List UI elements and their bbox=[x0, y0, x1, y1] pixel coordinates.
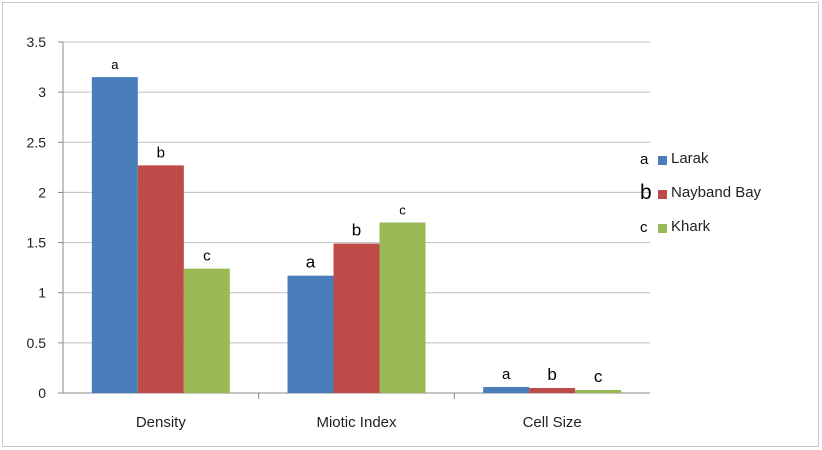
legend-swatch bbox=[658, 224, 667, 233]
data-label: b bbox=[547, 365, 556, 384]
bar-khark bbox=[379, 222, 426, 393]
legend-swatch bbox=[658, 190, 667, 199]
data-label: a bbox=[111, 57, 119, 72]
data-label: b bbox=[352, 221, 361, 240]
legend: a Larak b Nayband Bay c Khark bbox=[640, 149, 820, 251]
bar-khark bbox=[575, 389, 622, 393]
bar-nayband-bay bbox=[333, 243, 380, 393]
y-tick-label: 1.5 bbox=[27, 235, 47, 251]
bar-nayband-bay bbox=[529, 387, 576, 393]
y-tick-label: 0 bbox=[38, 385, 46, 401]
legend-series-name: Larak bbox=[671, 150, 709, 167]
legend-marker-letter: c bbox=[640, 219, 648, 236]
legend-series-name: Nayband Bay bbox=[671, 184, 762, 201]
legend-entry: c Khark bbox=[640, 217, 820, 251]
y-tick-label: 2 bbox=[38, 184, 46, 200]
bar-larak bbox=[91, 77, 138, 393]
legend-marker-letter: a bbox=[640, 151, 649, 168]
bar-nayband-bay bbox=[137, 165, 184, 393]
y-tick-label: 0.5 bbox=[27, 335, 47, 351]
x-category-label: Miotic Index bbox=[316, 414, 397, 431]
y-tick-label: 3.5 bbox=[27, 34, 47, 50]
x-category-label: Density bbox=[136, 414, 187, 431]
legend-series-name: Khark bbox=[671, 218, 711, 235]
data-label: c bbox=[399, 203, 406, 218]
data-label: c bbox=[594, 367, 603, 386]
legend-entry: b Nayband Bay bbox=[640, 181, 820, 217]
y-tick-label: 3 bbox=[38, 84, 46, 100]
legend-marker-letter: b bbox=[640, 181, 652, 204]
y-tick-label: 1 bbox=[38, 285, 46, 301]
legend-swatch bbox=[658, 156, 667, 165]
data-label: c bbox=[203, 248, 211, 265]
y-tick-label: 2.5 bbox=[27, 134, 47, 150]
x-category-label: Cell Size bbox=[523, 414, 582, 431]
data-label: a bbox=[502, 366, 511, 383]
bar-larak bbox=[483, 386, 530, 393]
legend-entry: a Larak bbox=[640, 149, 820, 183]
bar-larak bbox=[287, 275, 334, 393]
bar-khark bbox=[183, 268, 230, 393]
data-label: a bbox=[306, 253, 316, 272]
data-label: b bbox=[157, 144, 165, 161]
